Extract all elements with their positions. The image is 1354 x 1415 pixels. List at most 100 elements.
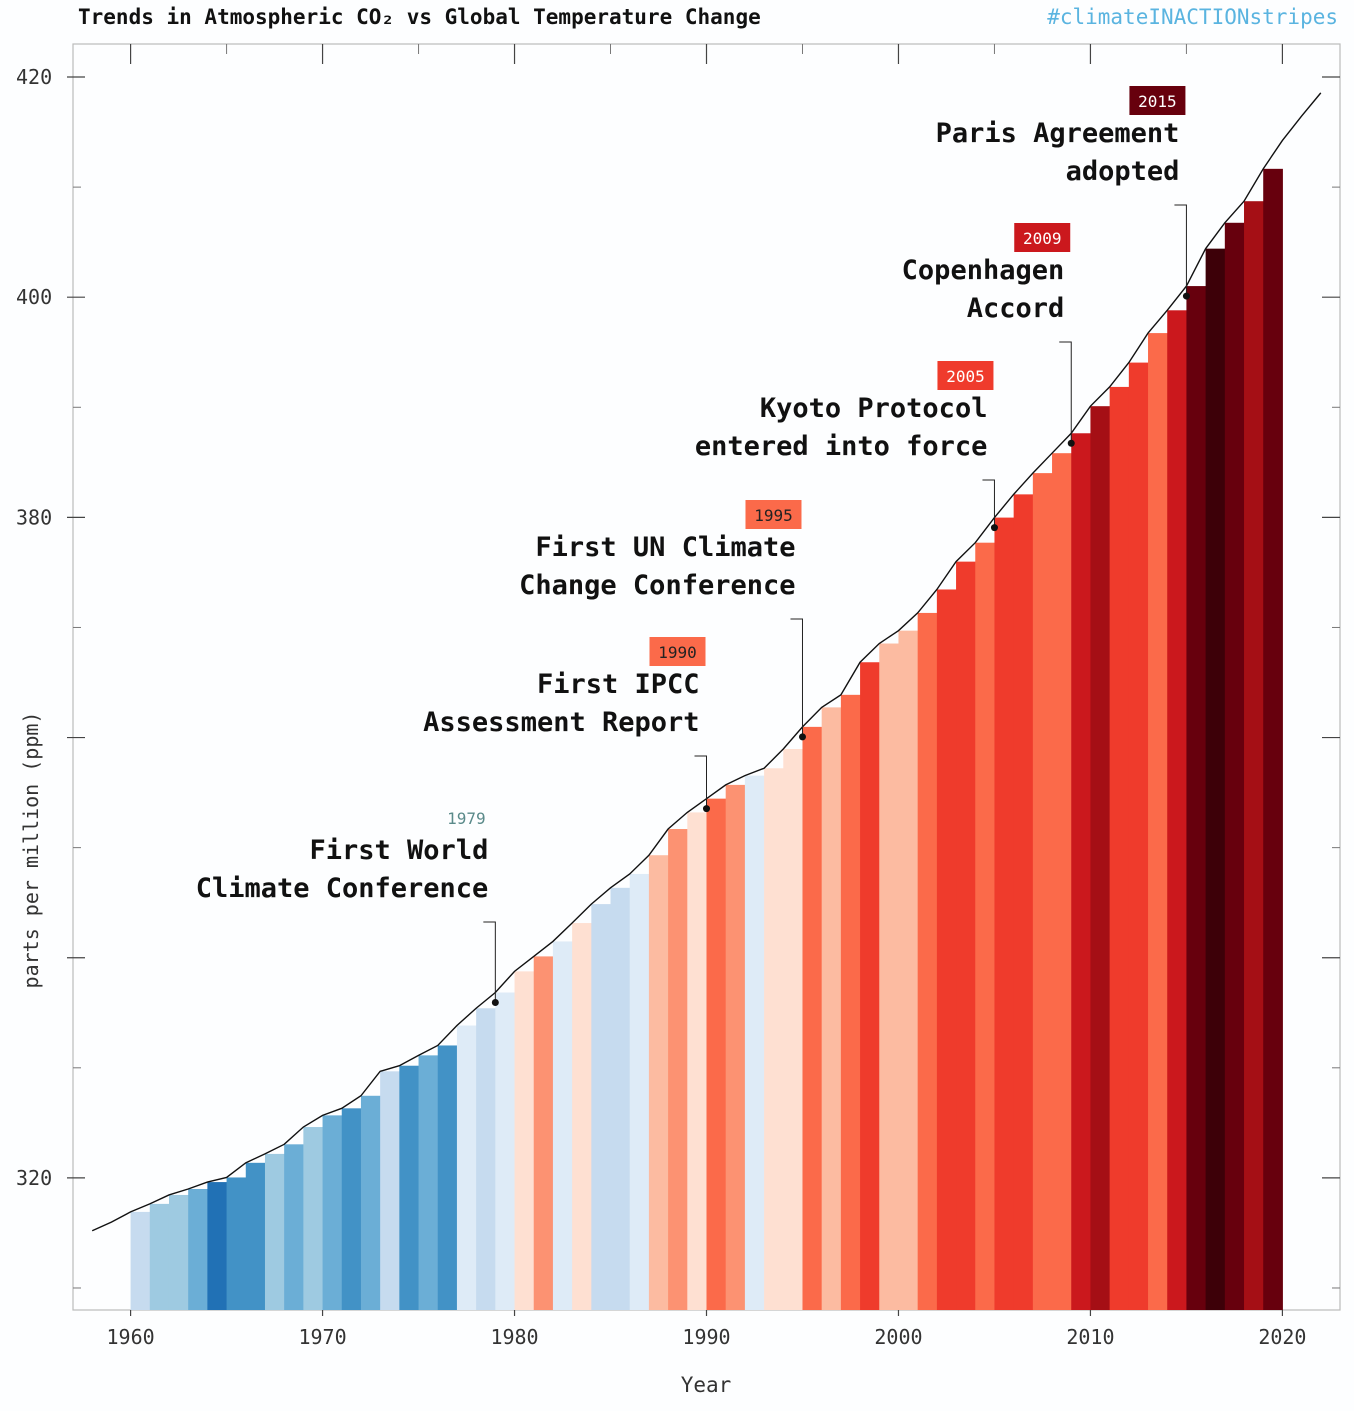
stripe	[1224, 222, 1245, 1310]
connector	[982, 479, 995, 528]
x-tick-label: 1980	[490, 1325, 538, 1349]
stripe	[936, 589, 957, 1310]
stripe	[956, 561, 976, 1310]
stripe	[533, 956, 554, 1310]
stripe	[1032, 473, 1053, 1310]
stripe	[1071, 433, 1091, 1311]
stripe	[1167, 310, 1187, 1310]
stripe	[514, 971, 535, 1310]
annotation-dot	[798, 733, 806, 741]
stripe	[149, 1203, 170, 1310]
y-axis-label: parts per million (ppm)	[19, 712, 43, 989]
stripe	[1090, 406, 1111, 1310]
annotation-dot	[990, 524, 998, 532]
annotation-text: First World	[310, 835, 489, 866]
stripe	[821, 707, 842, 1310]
annotation-text: Copenhagen	[902, 255, 1065, 286]
stripe	[1148, 333, 1168, 1310]
year-label: 1979	[447, 809, 486, 828]
stripe	[744, 775, 765, 1310]
stripe	[591, 904, 612, 1310]
x-tick-label: 1970	[298, 1325, 346, 1349]
annotation-text: Kyoto Protocol	[760, 393, 988, 424]
annotation-text: adopted	[1066, 156, 1180, 187]
stripe	[245, 1162, 266, 1310]
hashtag: #climateINACTIONstripes	[1047, 5, 1338, 29]
stripe	[456, 1025, 477, 1310]
stripe	[437, 1045, 458, 1310]
stripe	[303, 1127, 324, 1310]
stripe	[188, 1189, 208, 1310]
year-box	[745, 500, 802, 529]
annotation-dot	[1067, 439, 1075, 447]
stripe	[994, 517, 1015, 1310]
stripe	[1205, 248, 1226, 1311]
annotation-text: Assessment Report	[423, 707, 699, 738]
year-label: 2015	[1138, 92, 1177, 111]
connector	[1059, 341, 1072, 444]
stripe	[399, 1065, 420, 1310]
stripe	[1263, 168, 1283, 1310]
stripe	[610, 887, 631, 1310]
stripe	[802, 726, 823, 1310]
stripe	[495, 992, 516, 1310]
stripe	[226, 1177, 247, 1310]
stripe	[341, 1108, 362, 1310]
stripe	[264, 1153, 285, 1310]
stripe	[418, 1055, 439, 1310]
connector	[694, 755, 707, 809]
annotation-text: First IPCC	[537, 669, 700, 700]
year-label: 2009	[1023, 229, 1062, 248]
stripe	[1013, 494, 1034, 1311]
x-axis-label: Year	[681, 1373, 732, 1397]
stripe	[879, 643, 899, 1310]
connector	[790, 618, 803, 737]
y-tick-label: 380	[16, 505, 52, 529]
annotation-text: Accord	[967, 293, 1065, 324]
stripe	[130, 1211, 151, 1310]
stripe	[322, 1115, 343, 1310]
stripe	[706, 798, 727, 1310]
stripe	[1128, 362, 1149, 1310]
y-tick-label: 320	[16, 1166, 52, 1190]
stripe	[764, 768, 784, 1310]
chart-title: Trends in Atmospheric CO₂ vs Global Temp…	[78, 5, 761, 29]
annotation-text: Climate Conference	[196, 873, 489, 904]
stripe	[629, 873, 650, 1310]
stripe	[783, 748, 803, 1310]
stripe	[380, 1071, 400, 1310]
stripe	[360, 1095, 381, 1310]
x-tick-label: 2000	[874, 1325, 922, 1349]
stripe	[1109, 386, 1130, 1310]
y-tick-label: 400	[16, 285, 52, 309]
stripe	[207, 1182, 228, 1310]
annotation-text: First UN Climate	[535, 532, 795, 563]
year-box	[1014, 223, 1071, 252]
year-box	[937, 361, 994, 390]
stripe	[1052, 453, 1072, 1310]
stripe	[1186, 286, 1207, 1311]
connector	[483, 921, 496, 1003]
x-tick-label: 2020	[1258, 1325, 1306, 1349]
year-box	[649, 637, 706, 666]
stripe	[572, 923, 592, 1310]
stripe	[687, 812, 707, 1310]
y-tick-label: 420	[16, 65, 52, 89]
stripe	[840, 694, 861, 1310]
x-tick-label: 2010	[1066, 1325, 1114, 1349]
stripe	[975, 542, 995, 1310]
connector	[1174, 204, 1187, 297]
year-box	[1129, 86, 1186, 115]
x-tick-label: 1960	[107, 1325, 155, 1349]
annotation-dot	[1182, 292, 1190, 300]
stripe	[860, 662, 880, 1310]
annotation-text: entered into force	[695, 431, 988, 462]
stripe	[898, 630, 919, 1310]
year-label: 1990	[658, 643, 697, 662]
annotation-dot	[491, 999, 499, 1007]
stripe	[552, 941, 573, 1310]
x-tick-label: 1990	[682, 1325, 730, 1349]
stripe	[668, 829, 688, 1310]
stripe	[168, 1194, 189, 1310]
